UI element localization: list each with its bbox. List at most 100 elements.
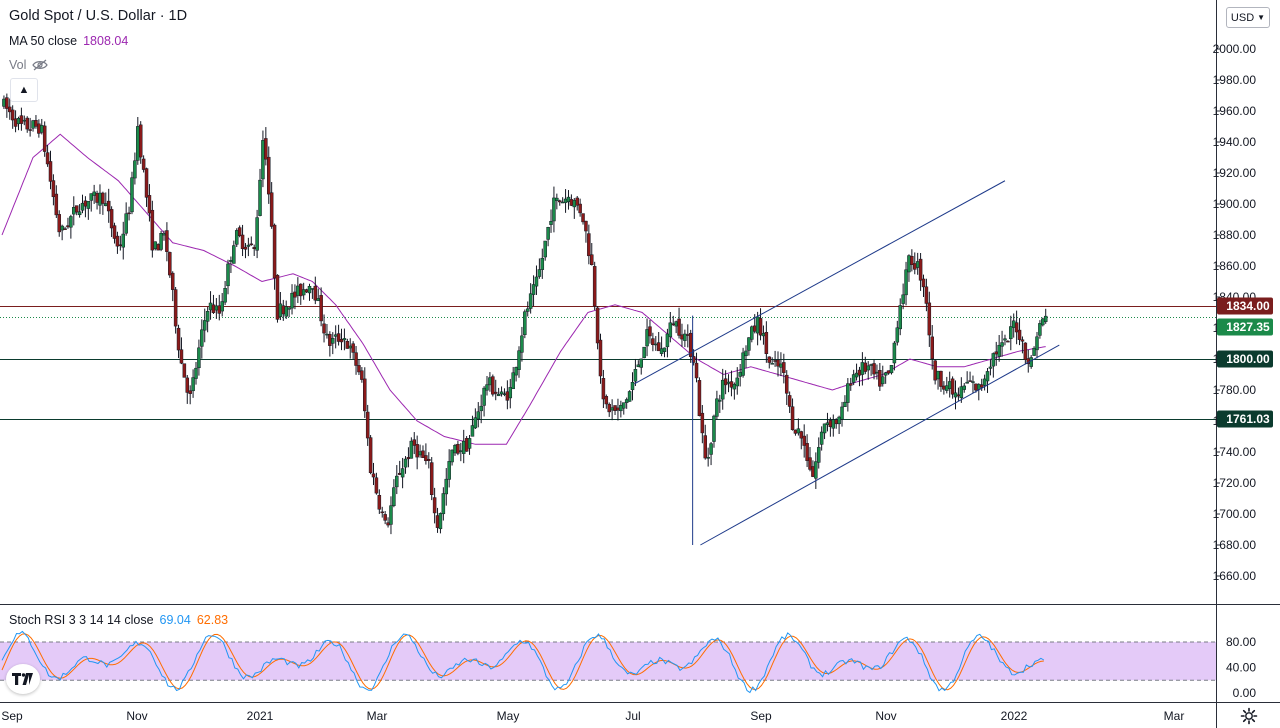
candle-body <box>703 435 707 459</box>
candle-body <box>1023 342 1028 360</box>
candle <box>115 231 120 254</box>
candle <box>86 201 91 220</box>
candle-body <box>185 377 190 393</box>
ma-legend[interactable]: MA 50 close 1808.04 <box>9 34 128 48</box>
candle <box>811 460 815 478</box>
candle <box>301 282 306 300</box>
candle-body <box>406 457 411 460</box>
tradingview-logo[interactable] <box>6 664 40 694</box>
candle <box>787 391 792 413</box>
gear-icon[interactable] <box>1240 707 1258 725</box>
candle-body <box>281 305 286 315</box>
candle <box>738 363 742 387</box>
candle-body <box>947 381 952 389</box>
candle <box>249 236 254 246</box>
currency-selector[interactable]: USD ▼ <box>1226 7 1270 28</box>
candle-body <box>584 220 588 232</box>
candle-body <box>246 244 251 247</box>
candle-body <box>226 263 230 287</box>
candle <box>464 436 469 452</box>
candle <box>377 489 382 514</box>
candle-body <box>686 334 690 336</box>
candle-body <box>429 462 434 495</box>
candle <box>435 507 440 533</box>
candle-body <box>345 341 350 349</box>
candle <box>185 375 190 404</box>
stoch-rsi-pane <box>0 630 1216 694</box>
candle <box>48 150 53 190</box>
candle-body <box>913 263 917 270</box>
candle-body <box>1035 336 1039 351</box>
candle-body <box>400 468 405 478</box>
candle-body <box>435 515 440 528</box>
y-tick-label-5: 1900.00 <box>1213 197 1257 211</box>
candle <box>706 447 710 467</box>
candle <box>197 339 201 376</box>
candle-body <box>918 258 923 281</box>
candle <box>34 115 38 129</box>
candle <box>476 402 481 428</box>
candle-body <box>485 384 489 391</box>
candle-body <box>170 272 175 290</box>
candle-body <box>950 378 955 395</box>
trendlines-layer[interactable] <box>634 180 1060 546</box>
candle <box>543 240 547 261</box>
candle-body <box>197 347 201 369</box>
candle-body <box>945 385 949 391</box>
candle <box>450 449 454 466</box>
candle-body <box>904 269 908 296</box>
y-tick-label-13: 1740.00 <box>1213 445 1257 459</box>
candle <box>782 353 786 384</box>
candle-body <box>642 346 646 359</box>
candle-body <box>1006 340 1010 343</box>
candle <box>534 265 539 295</box>
candle-body <box>1017 329 1022 340</box>
candle-body <box>31 120 35 129</box>
candle-body <box>979 384 984 388</box>
candle-body <box>895 327 900 343</box>
stoch-legend[interactable]: Stoch RSI 3 3 14 14 close 69.04 62.83 <box>9 613 228 627</box>
candle <box>878 363 882 392</box>
candle <box>584 220 588 243</box>
candle-body <box>860 362 865 375</box>
candle-body <box>342 338 347 341</box>
candle-body <box>1032 347 1036 356</box>
x-tick-label-4: May <box>497 709 520 723</box>
candle <box>127 206 131 221</box>
candle-body <box>622 402 626 409</box>
candle-body <box>665 333 670 348</box>
candle <box>945 376 949 394</box>
candle <box>37 119 41 138</box>
candle <box>479 394 483 424</box>
candle-body <box>159 233 163 250</box>
candle <box>956 387 961 401</box>
candle-body <box>325 333 329 336</box>
candle-body <box>153 241 158 249</box>
vol-legend[interactable]: Vol <box>9 58 49 72</box>
candle <box>816 437 821 469</box>
candle-body <box>141 158 146 170</box>
candle-body <box>889 365 894 374</box>
candle-body <box>671 323 675 326</box>
y-tick-label-4: 1920.00 <box>1213 166 1257 180</box>
candle <box>89 193 93 212</box>
candle <box>857 366 862 387</box>
candle <box>875 364 879 380</box>
eye-hidden-icon[interactable] <box>32 59 49 71</box>
candle <box>819 426 824 451</box>
stoch-tick-0: 80.00 <box>1226 635 1256 649</box>
candle-body <box>953 392 958 398</box>
candle-body <box>985 371 990 382</box>
candle <box>319 287 323 327</box>
candle-body <box>706 456 710 459</box>
candle <box>432 487 437 524</box>
x-tick-label-5: Jul <box>625 709 640 723</box>
candle <box>598 333 603 384</box>
candle-body <box>86 201 91 209</box>
candle-body <box>601 378 606 400</box>
collapse-legend-button[interactable]: ▲ <box>10 78 38 102</box>
candle <box>360 367 364 383</box>
candle <box>953 380 958 410</box>
candle <box>365 404 370 446</box>
